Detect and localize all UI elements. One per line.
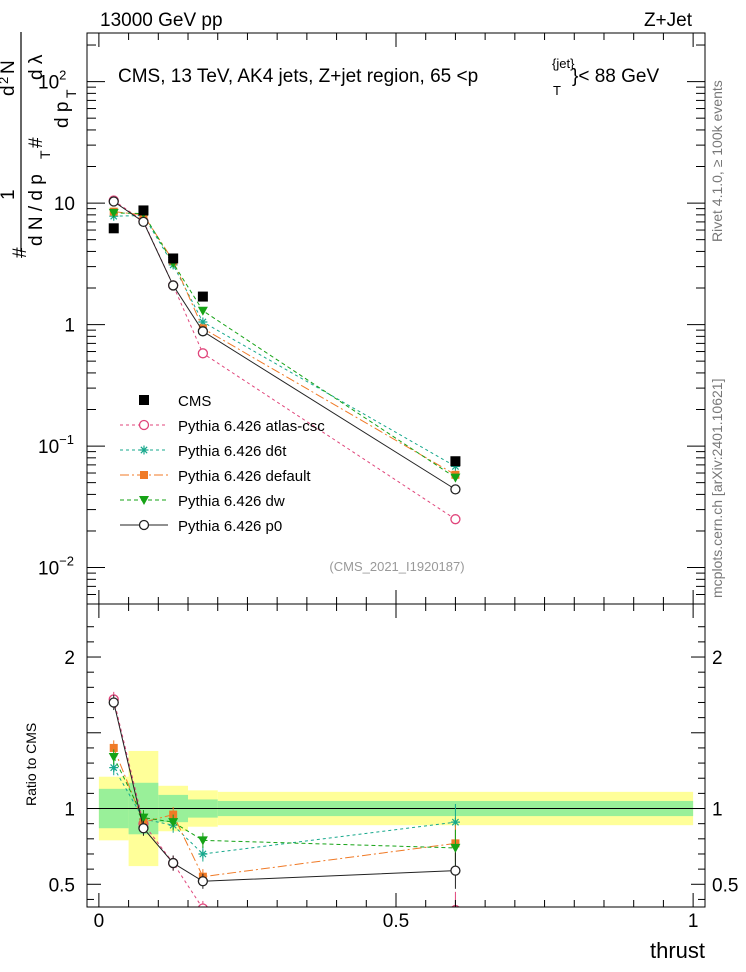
legend-entry: Pythia 6.426 atlas-csc [178,418,325,435]
y-tick-label: 102 [38,68,66,94]
data-point [138,216,149,228]
ratio-line [113,699,203,907]
data-point [140,471,148,479]
ylabel-piece: T [37,150,53,159]
y-tick-label: 10−1 [38,432,74,458]
mcplots-label: mcplots.cern.ch [arXiv:2401.10621] [709,379,725,598]
data-point [450,843,461,853]
axes-layer: 0 0.5 1 10−2 10−1 1 10 102 0.5 0.5 1 1 2 2 [38,32,738,932]
data-point [197,326,209,337]
ratio-line [113,756,456,849]
series-4 [108,196,461,495]
plot-title: CMS, 13 TeV, AK4 jets, Z+jet region, 65 … [118,56,659,98]
data-point [108,196,119,207]
data-point [109,743,118,752]
ratio-y-tick-label: 0.5 [49,875,75,896]
legend: CMS Pythia 6.426 atlas-csc Pythia 6.426 d6… [120,393,325,535]
process-label: Z+Jet [644,10,693,31]
data-point [138,823,149,834]
ratio-y-tick-label: 0.5 [712,875,738,896]
data-point [198,317,208,327]
ylabel-piece: d N / d p [26,174,47,246]
x-tick-label: 1 [688,911,699,932]
series-line [113,215,456,467]
legend-entry: Pythia 6.426 default [178,468,311,485]
data-point [139,496,149,505]
ratio-y-axis-label: Ratio to CMS [23,723,39,806]
y-tick-label: 1 [64,316,75,337]
data-point [450,514,461,525]
data-point [450,484,461,495]
data-point [108,753,119,763]
data-point [108,697,119,708]
ylabel-piece: # [10,247,31,258]
series-cms [108,205,461,467]
main-y-axis-label: # 1 d N / d p T # d 2 N d p T d λ [0,32,79,258]
data-point [168,280,179,291]
main-series-layer [108,195,461,525]
series-line [113,212,456,479]
data-point [197,348,209,359]
data-point [168,253,179,264]
legend-entry: CMS [178,393,211,410]
data-point [139,445,149,455]
ratio-uncertainty-bands [87,750,705,867]
rivet-label: Rivet 4.1.0, ≥ 100k events [709,80,725,242]
ratio-series-layer [108,691,461,907]
ratio-y-tick-label: 1 [712,800,723,821]
data-point [450,473,461,483]
ylabel-piece: d [0,85,19,96]
legend-entry: Pythia 6.426 dw [178,493,285,510]
x-axis-label: thrust [650,938,705,963]
data-point [139,395,149,405]
y-tick-label: 10 [54,194,75,215]
ratio-y-tick-label: 2 [712,648,723,669]
title-end: }< 88 GeV [572,66,659,87]
analysis-watermark: (CMS_2021_I1920187) [329,559,464,574]
data-point [197,291,208,302]
data-point [197,836,208,846]
data-point [138,519,150,531]
data-point [450,456,461,467]
series-3 [108,208,461,483]
legend-entry: Pythia 6.426 p0 [178,518,282,535]
series-line [113,211,456,476]
title-sup: {jet} [552,56,575,71]
title-sub: T [553,83,561,98]
data-point [109,763,119,773]
ylabel-piece: d p [52,102,73,128]
ratio-frame [86,603,706,908]
data-point [450,461,460,471]
ylabel-piece: # [26,137,47,148]
ylabel-piece: T [63,89,79,98]
title-main: CMS, 13 TeV, AK4 jets, Z+jet region, 65 … [118,66,478,87]
data-point [450,865,461,876]
data-point [168,818,179,828]
data-point [168,857,179,869]
x-tick-label: 0.5 [383,911,409,932]
legend-entry: Pythia 6.426 d6t [178,443,287,460]
ylabel-piece: 2 [0,77,11,84]
ratio-series-4 [108,694,461,889]
y-tick-label: 10−2 [38,554,74,580]
ratio-y-tick-label: 1 [64,800,75,821]
data-point [108,223,119,234]
data-point [138,419,150,431]
data-point [108,208,119,218]
ratio-line [113,767,456,855]
ratio-y-tick-label: 2 [64,648,75,669]
ylabel-piece: d λ [26,54,47,80]
energy-label: 13000 GeV pp [100,10,223,31]
ylabel-piece: 1 [0,189,19,200]
ylabel-piece: N [0,60,19,74]
data-point [197,306,208,316]
data-point [197,876,209,887]
data-point [138,205,149,216]
x-tick-label: 0 [94,911,105,932]
data-point [450,817,460,827]
data-point [197,903,208,907]
data-point [198,849,208,859]
